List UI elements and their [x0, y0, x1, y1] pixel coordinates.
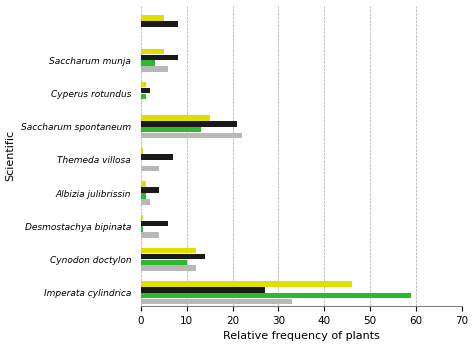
Bar [141, 121, 237, 127]
Bar [141, 88, 150, 93]
Bar [141, 16, 164, 21]
Bar [141, 260, 187, 265]
Bar [141, 94, 146, 99]
Bar [141, 232, 159, 238]
Bar [141, 82, 146, 87]
Bar [141, 221, 168, 226]
Bar [141, 166, 159, 171]
Bar [141, 299, 292, 304]
Bar [141, 154, 173, 160]
Bar [141, 127, 201, 132]
Bar [141, 187, 159, 193]
Bar [141, 199, 150, 205]
Bar [141, 148, 143, 154]
Bar [141, 49, 164, 54]
Bar [141, 133, 242, 138]
Bar [141, 54, 178, 60]
Bar [141, 281, 352, 287]
X-axis label: Relative frequency of plants: Relative frequency of plants [223, 331, 380, 341]
Bar [141, 293, 411, 298]
Bar [141, 66, 168, 72]
Bar [141, 21, 178, 27]
Bar [141, 227, 143, 232]
Bar [141, 193, 146, 199]
Bar [141, 115, 210, 121]
Bar [141, 287, 265, 293]
Bar [141, 215, 143, 220]
Bar [141, 248, 196, 253]
Bar [141, 254, 205, 259]
Bar [141, 60, 155, 66]
Bar [141, 181, 146, 187]
Y-axis label: Scientific: Scientific [6, 130, 16, 181]
Bar [141, 265, 196, 271]
